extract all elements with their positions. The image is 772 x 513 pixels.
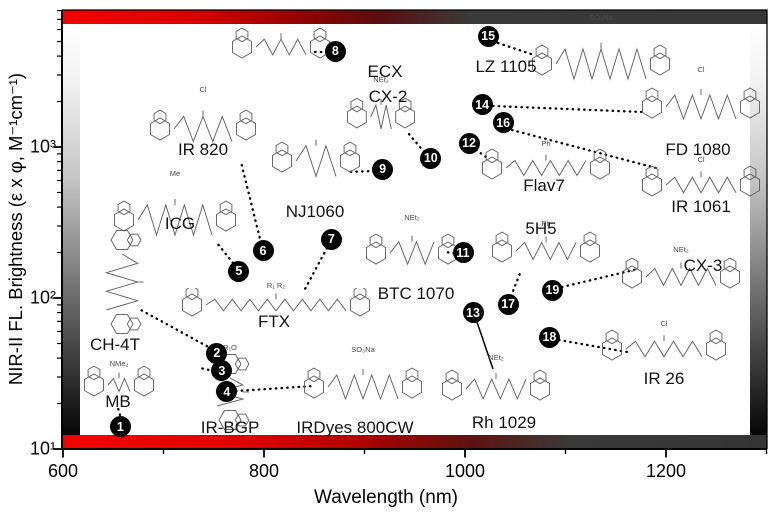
- substituent-label-Rh-1029: NEt₂: [488, 353, 504, 362]
- brightness-gradient-bar-left: [63, 24, 80, 435]
- y-tick-label-100: 10²: [29, 287, 56, 308]
- substituent-label-FD-1080: Cl: [697, 65, 705, 74]
- dye-label-5H5: 5H5: [525, 219, 557, 238]
- data-point-16-IR-1061: 16: [492, 112, 514, 134]
- dye-label-CX-2: CX-2: [368, 87, 408, 106]
- dye-label-CH-4T: CH-4T: [89, 335, 141, 354]
- substituent-label-Flav7: Ph: [541, 139, 551, 148]
- molecule-structure-NJ1060: [268, 116, 364, 206]
- dye-label-NJ1060: NJ1060: [285, 202, 345, 221]
- molecule-structure-IR-26: [598, 326, 730, 372]
- dye-label-IRDyes-800CW: IRDyes 800CW: [296, 418, 414, 437]
- x-axis-title: Wavelength (nm): [314, 487, 458, 508]
- dye-label-IR-820: IR 820: [177, 140, 229, 159]
- dye-label-CX-3: CX-3: [683, 256, 723, 275]
- substituent-label-IR-1061: Cl: [697, 155, 705, 164]
- substituent-label-ICG: Me: [169, 169, 181, 178]
- data-point-15-LZ-1105: 15: [477, 25, 499, 47]
- molecule-structure-ECX: [228, 24, 334, 70]
- data-point-1-MB: 1: [109, 416, 131, 438]
- data-point-17-5H5: 17: [497, 293, 519, 315]
- y-tick-label-10: 10¹: [29, 438, 56, 459]
- data-point-5-ICG: 5: [228, 260, 250, 282]
- molecule-structure-FD-1080: [638, 72, 764, 142]
- substituent-label-IR-BGP: R₁O: [223, 343, 237, 352]
- dye-label-Flav7: Flav7: [523, 176, 565, 195]
- data-point-7-FTX: 7: [320, 228, 342, 250]
- x-tick-label-800: 800: [248, 461, 280, 481]
- brightness-gradient-bar-right: [750, 24, 767, 435]
- molecule-structure-CH-4T: [76, 226, 168, 338]
- x-tick-label-1000: 1000: [444, 461, 486, 481]
- substituent-label-5H5: Ph: [541, 219, 551, 228]
- molecule-structure-IRDyes-800CW: [300, 352, 426, 422]
- dye-label-FTX: FTX: [257, 312, 291, 331]
- substituent-label-IR-26: Cl: [660, 319, 668, 328]
- spectrum-gradient-bar-top: [63, 10, 767, 24]
- molecule-structure-Rh-1029: [438, 360, 554, 418]
- dye-label-IR-1061: IR 1061: [671, 197, 731, 216]
- dye-label-IR-BGP: IR-BGP: [200, 418, 260, 437]
- data-point-14-FD-1080: 14: [471, 94, 493, 116]
- substituent-label-LZ-1105: SO₃Na: [589, 13, 613, 22]
- data-point-13-Rh-1029: 13: [462, 302, 484, 324]
- molecule-structure-5H5: [488, 226, 604, 276]
- molecule-structure-ICG: [110, 176, 240, 264]
- dye-label-BTC-1070: BTC 1070: [377, 284, 455, 303]
- data-point-2-CH-4T: 2: [206, 342, 228, 364]
- substituent-label-CX-3: NEt₂: [673, 245, 689, 254]
- substituent-label-IR-820: Cl: [199, 85, 207, 94]
- data-point-19-CX-3: 19: [541, 279, 563, 301]
- dye-label-IR-26: IR 26: [643, 369, 685, 388]
- spectrum-gradient-bar-bottom: [63, 435, 767, 448]
- substituent-label-CX-2: NEt₂: [373, 75, 389, 84]
- molecule-structure-Flav7: [478, 146, 614, 190]
- substituent-label-FTX: R₁ R₂: [266, 281, 286, 290]
- substituent-label-BTC-1070: NEt₂: [404, 213, 420, 222]
- molecule-structure-FTX: [178, 285, 374, 322]
- molecule-structure-BTC-1070: [362, 220, 462, 286]
- data-point-11-BTC-1070: 11: [452, 242, 474, 263]
- y-tick-label-1000: 10³: [29, 136, 56, 157]
- data-point-8-ECX: 8: [324, 40, 346, 62]
- x-tick-label-1200: 1200: [645, 461, 687, 481]
- molecule-structure-IR-820: [146, 92, 260, 166]
- dye-label-ECX: ECX: [367, 62, 403, 81]
- data-point-10-CX-2: 10: [420, 147, 442, 169]
- substituent-label-IRDyes-800CW: SO₃Na: [351, 345, 375, 354]
- data-point-4-IRDyes-800CW: 4: [216, 381, 238, 403]
- substituent-label-MB: NMe₂: [109, 359, 129, 368]
- data-point-12-Flav7: 12: [458, 132, 480, 154]
- dye-label-MB: MB: [105, 392, 131, 411]
- molecule-structure-LZ-1105: [528, 20, 674, 108]
- dye-label-FD-1080: FD 1080: [665, 140, 731, 159]
- dye-label-Rh-1029: Rh 1029: [471, 413, 537, 432]
- x-tick-label-600: 600: [47, 461, 79, 481]
- molecule-structure-MB: [80, 365, 158, 404]
- data-point-9-NJ1060: 9: [372, 158, 394, 180]
- dye-label-ICG: ICG: [164, 214, 196, 233]
- molecule-structure-CX-3: [618, 252, 744, 302]
- data-point-3-IR-BGP: 3: [211, 360, 233, 382]
- data-point-6-IR-820: 6: [252, 240, 274, 262]
- dye-label-LZ-1105: LZ 1105: [475, 57, 537, 76]
- data-point-18-IR-26: 18: [538, 326, 560, 348]
- molecule-structure-CX-2: [343, 82, 419, 152]
- molecule-structure-IR-1061: [638, 162, 764, 208]
